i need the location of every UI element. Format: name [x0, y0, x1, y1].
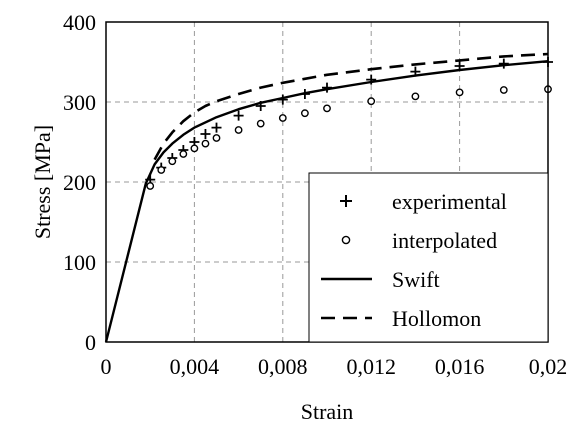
legend-label: interpolated [392, 228, 497, 253]
x-tick-label: 0,004 [170, 354, 220, 379]
swift-line [104, 60, 549, 343]
x-tick-label: 0,012 [346, 354, 396, 379]
x-tick-label: 0,016 [435, 354, 485, 379]
plot-series [104, 52, 553, 343]
legend-label: experimental [392, 189, 507, 214]
experimental-point [233, 110, 244, 121]
hollomon-line [153, 52, 549, 161]
interpolated-point [499, 86, 508, 94]
x-tick-label: 0,02 [529, 354, 568, 379]
experimental-point [498, 58, 509, 69]
y-tick-label: 300 [63, 90, 96, 115]
legend-item-hollomon: Hollomon [321, 306, 481, 331]
experimental-point [200, 129, 211, 139]
interpolated-point [146, 182, 155, 190]
legend-circle-marker [341, 235, 351, 245]
y-tick-label: 0 [85, 330, 96, 355]
interpolated-point [212, 134, 221, 142]
interpolated-point [278, 114, 287, 122]
series-hollomon [153, 52, 549, 161]
interpolated-point [300, 109, 309, 118]
legend-label: Swift [392, 267, 440, 292]
interpolated-point [201, 139, 210, 148]
legend-plus-marker [340, 195, 352, 207]
y-axis-label: Stress [MPa] [30, 125, 55, 239]
interpolated-point [367, 97, 376, 106]
legend-item-experimental: experimental [340, 189, 507, 214]
interpolated-point [256, 119, 265, 128]
interpolated-point [411, 92, 420, 101]
legend-item-interpolated: interpolated [341, 228, 497, 253]
y-tick-label: 400 [63, 10, 96, 35]
interpolated-point [234, 126, 243, 134]
interpolated-point [455, 88, 464, 97]
legend: experimental interpolated Swift Hollomon [308, 172, 549, 343]
y-tick-label: 200 [63, 170, 96, 195]
interpolated-point [168, 157, 177, 166]
legend-item-swift: Swift [321, 267, 440, 292]
interpolated-point [157, 166, 166, 174]
legend-label: Hollomon [392, 306, 481, 331]
interpolated-point [179, 150, 188, 158]
x-tick-label: 0,008 [258, 354, 308, 379]
x-tick-label: 0 [101, 354, 112, 379]
axis-ticks: 0 0,004 0,008 0,012 0,016 0,02 0 100 200 300 400 [63, 10, 567, 379]
experimental-point [211, 122, 222, 133]
series-experimental [145, 57, 553, 185]
interpolated-point [190, 144, 199, 153]
y-tick-label: 100 [63, 250, 96, 275]
x-axis-label: Strain [301, 399, 354, 424]
series-swift [104, 60, 549, 343]
interpolated-point [323, 104, 331, 113]
